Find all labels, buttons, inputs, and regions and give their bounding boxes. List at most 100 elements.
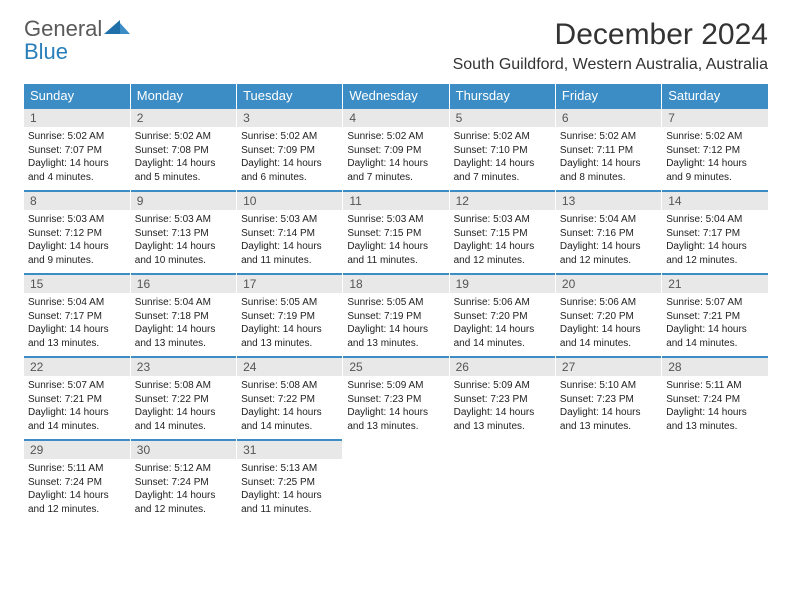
logo: General Blue [24,18,102,64]
day-number: 17 [237,273,342,293]
day-info: Sunrise: 5:07 AMSunset: 7:21 PMDaylight:… [662,293,768,356]
day-info: Sunrise: 5:03 AMSunset: 7:14 PMDaylight:… [237,210,342,273]
day-number: 27 [556,356,661,376]
day-number: 10 [237,190,342,210]
logo-general: General [24,16,102,41]
calendar-cell: 31Sunrise: 5:13 AMSunset: 7:25 PMDayligh… [237,439,343,522]
logo-triangle-icon [104,20,132,34]
calendar-row: 8Sunrise: 5:03 AMSunset: 7:12 PMDaylight… [24,190,768,273]
day-info: Sunrise: 5:04 AMSunset: 7:16 PMDaylight:… [556,210,661,273]
calendar-cell: 16Sunrise: 5:04 AMSunset: 7:18 PMDayligh… [130,273,236,356]
day-number: 8 [24,190,130,210]
day-info: Sunrise: 5:02 AMSunset: 7:07 PMDaylight:… [24,127,130,190]
day-number: 26 [450,356,555,376]
day-info: Sunrise: 5:04 AMSunset: 7:18 PMDaylight:… [131,293,236,356]
day-number: 3 [237,107,342,127]
day-info: Sunrise: 5:03 AMSunset: 7:12 PMDaylight:… [24,210,130,273]
calendar-cell: 9Sunrise: 5:03 AMSunset: 7:13 PMDaylight… [130,190,236,273]
calendar-cell: .. [343,439,449,522]
day-number: 25 [343,356,448,376]
calendar-cell: 25Sunrise: 5:09 AMSunset: 7:23 PMDayligh… [343,356,449,439]
calendar-cell: 2Sunrise: 5:02 AMSunset: 7:08 PMDaylight… [130,107,236,190]
weekday-row: SundayMondayTuesdayWednesdayThursdayFrid… [24,84,768,107]
calendar-cell: 20Sunrise: 5:06 AMSunset: 7:20 PMDayligh… [555,273,661,356]
day-info: Sunrise: 5:04 AMSunset: 7:17 PMDaylight:… [24,293,130,356]
calendar-cell: 1Sunrise: 5:02 AMSunset: 7:07 PMDaylight… [24,107,130,190]
calendar-row: 1Sunrise: 5:02 AMSunset: 7:07 PMDaylight… [24,107,768,190]
calendar-cell: 6Sunrise: 5:02 AMSunset: 7:11 PMDaylight… [555,107,661,190]
day-info: Sunrise: 5:11 AMSunset: 7:24 PMDaylight:… [24,459,130,522]
day-info: Sunrise: 5:08 AMSunset: 7:22 PMDaylight:… [237,376,342,439]
day-number: 2 [131,107,236,127]
day-info: Sunrise: 5:06 AMSunset: 7:20 PMDaylight:… [556,293,661,356]
day-number: 24 [237,356,342,376]
day-info: Sunrise: 5:05 AMSunset: 7:19 PMDaylight:… [237,293,342,356]
day-info: Sunrise: 5:02 AMSunset: 7:08 PMDaylight:… [131,127,236,190]
day-info: Sunrise: 5:08 AMSunset: 7:22 PMDaylight:… [131,376,236,439]
calendar-cell: 27Sunrise: 5:10 AMSunset: 7:23 PMDayligh… [555,356,661,439]
weekday-header: Sunday [24,84,130,107]
day-info: Sunrise: 5:02 AMSunset: 7:10 PMDaylight:… [450,127,555,190]
day-number: 23 [131,356,236,376]
calendar-cell: 5Sunrise: 5:02 AMSunset: 7:10 PMDaylight… [449,107,555,190]
day-number: 5 [450,107,555,127]
calendar-cell: 18Sunrise: 5:05 AMSunset: 7:19 PMDayligh… [343,273,449,356]
day-info: Sunrise: 5:09 AMSunset: 7:23 PMDaylight:… [343,376,448,439]
day-info: Sunrise: 5:06 AMSunset: 7:20 PMDaylight:… [450,293,555,356]
weekday-header: Thursday [449,84,555,107]
day-number: 31 [237,439,342,459]
day-info: Sunrise: 5:02 AMSunset: 7:09 PMDaylight:… [237,127,342,190]
calendar-cell: 17Sunrise: 5:05 AMSunset: 7:19 PMDayligh… [237,273,343,356]
calendar-cell: .. [449,439,555,522]
calendar-cell: 11Sunrise: 5:03 AMSunset: 7:15 PMDayligh… [343,190,449,273]
day-info: Sunrise: 5:11 AMSunset: 7:24 PMDaylight:… [662,376,768,439]
calendar-cell: 28Sunrise: 5:11 AMSunset: 7:24 PMDayligh… [662,356,768,439]
day-info: Sunrise: 5:09 AMSunset: 7:23 PMDaylight:… [450,376,555,439]
calendar-cell: 22Sunrise: 5:07 AMSunset: 7:21 PMDayligh… [24,356,130,439]
calendar-row: 15Sunrise: 5:04 AMSunset: 7:17 PMDayligh… [24,273,768,356]
day-info: Sunrise: 5:02 AMSunset: 7:12 PMDaylight:… [662,127,768,190]
day-number: 4 [343,107,448,127]
calendar-cell: 26Sunrise: 5:09 AMSunset: 7:23 PMDayligh… [449,356,555,439]
day-number: 15 [24,273,130,293]
day-number: 6 [556,107,661,127]
calendar-cell: 8Sunrise: 5:03 AMSunset: 7:12 PMDaylight… [24,190,130,273]
day-info: Sunrise: 5:02 AMSunset: 7:09 PMDaylight:… [343,127,448,190]
weekday-header: Wednesday [343,84,449,107]
calendar-cell: 4Sunrise: 5:02 AMSunset: 7:09 PMDaylight… [343,107,449,190]
header: General Blue December 2024 South Guildfo… [24,18,768,74]
weekday-header: Saturday [662,84,768,107]
calendar-cell: 23Sunrise: 5:08 AMSunset: 7:22 PMDayligh… [130,356,236,439]
calendar-cell: 24Sunrise: 5:08 AMSunset: 7:22 PMDayligh… [237,356,343,439]
day-number: 9 [131,190,236,210]
day-number: 11 [343,190,448,210]
location: South Guildford, Western Australia, Aust… [453,56,768,74]
day-number: 14 [662,190,768,210]
day-info: Sunrise: 5:10 AMSunset: 7:23 PMDaylight:… [556,376,661,439]
day-number: 30 [131,439,236,459]
calendar-cell: 30Sunrise: 5:12 AMSunset: 7:24 PMDayligh… [130,439,236,522]
month-title: December 2024 [453,18,768,52]
day-number: 28 [662,356,768,376]
calendar-row: 29Sunrise: 5:11 AMSunset: 7:24 PMDayligh… [24,439,768,522]
day-info: Sunrise: 5:03 AMSunset: 7:15 PMDaylight:… [450,210,555,273]
calendar-body: 1Sunrise: 5:02 AMSunset: 7:07 PMDaylight… [24,107,768,522]
day-number: 20 [556,273,661,293]
logo-blue: Blue [24,39,68,64]
calendar-cell: 3Sunrise: 5:02 AMSunset: 7:09 PMDaylight… [237,107,343,190]
day-number: 16 [131,273,236,293]
calendar-row: 22Sunrise: 5:07 AMSunset: 7:21 PMDayligh… [24,356,768,439]
day-number: 18 [343,273,448,293]
calendar-cell: .. [662,439,768,522]
weekday-header: Friday [555,84,661,107]
calendar-cell: 19Sunrise: 5:06 AMSunset: 7:20 PMDayligh… [449,273,555,356]
day-info: Sunrise: 5:04 AMSunset: 7:17 PMDaylight:… [662,210,768,273]
calendar-cell: 13Sunrise: 5:04 AMSunset: 7:16 PMDayligh… [555,190,661,273]
day-info: Sunrise: 5:05 AMSunset: 7:19 PMDaylight:… [343,293,448,356]
weekday-header: Tuesday [237,84,343,107]
day-info: Sunrise: 5:03 AMSunset: 7:13 PMDaylight:… [131,210,236,273]
day-info: Sunrise: 5:13 AMSunset: 7:25 PMDaylight:… [237,459,342,522]
calendar-cell: .. [555,439,661,522]
calendar-cell: 14Sunrise: 5:04 AMSunset: 7:17 PMDayligh… [662,190,768,273]
day-info: Sunrise: 5:07 AMSunset: 7:21 PMDaylight:… [24,376,130,439]
